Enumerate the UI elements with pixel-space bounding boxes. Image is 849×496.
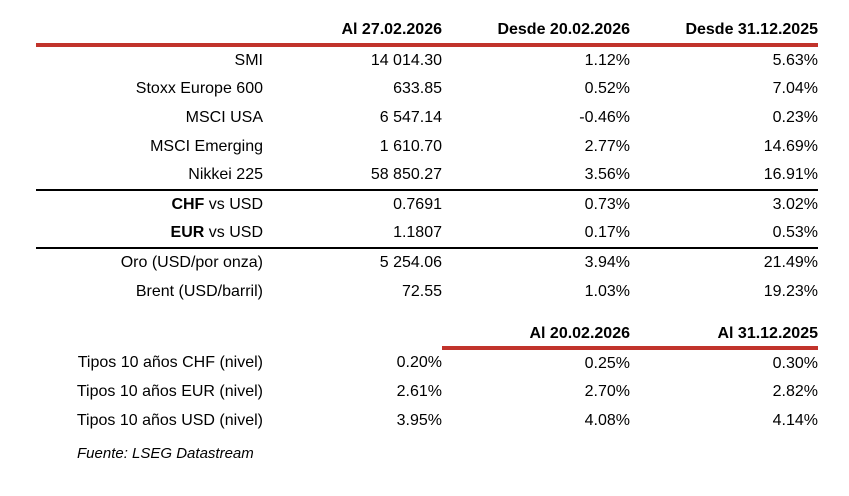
spacer-cell [36,306,818,322]
cell-value: 0.23% [772,108,818,126]
cell-value: 6 547.14 [379,108,442,126]
rates-header-row: Al 20.02.2026 Al 31.12.2025 [36,322,818,350]
cell-value: -0.46% [579,108,630,126]
row-label: Oro (USD/por onza) [36,248,263,277]
cell-value: 3.95% [396,411,442,429]
cell-value: 4.08% [584,411,630,429]
row-label: Stoxx Europe 600 [36,74,263,103]
row-label-text: Tipos 10 años CHF (nivel) [77,353,263,371]
row-label: Tipos 10 años CHF (nivel) [36,348,263,377]
cell-value: 2.70% [584,382,630,400]
cell-value: 7.04% [772,79,818,97]
cell-value: 3.02% [772,196,818,213]
cell-value: 0.7691 [393,196,442,213]
row-label-text: vs USD [204,224,263,241]
table-row: EUR vs USD 1.1807 0.17% 0.53% [36,219,818,249]
row-label: Nikkei 225 [36,161,263,191]
cell-value: 2.77% [584,137,630,155]
column-header-empty [36,16,263,47]
table-row: Stoxx Europe 600 633.85 0.52% 7.04% [36,74,818,103]
row-label-text: Tipos 10 años EUR (nivel) [76,382,263,400]
cell-value: 14.69% [763,137,818,155]
cell-value: 1 610.70 [379,137,442,155]
row-label-text: MSCI Emerging [150,137,263,155]
source-note: Fuente: LSEG Datastream [77,445,254,462]
row-label: Tipos 10 años EUR (nivel) [36,377,263,406]
cell-value: 0.30% [772,354,818,372]
market-overview: Al 27.02.2026 Desde 20.02.2026 Desde 31.… [36,16,818,462]
column-header-empty [263,322,442,348]
cell-value: 14 014.30 [370,51,442,69]
table-row: Oro (USD/por onza) 5 254.06 3.94% 21.49% [36,248,818,277]
cell-value: 16.91% [630,161,818,191]
table-row: Brent (USD/barril) 72.55 1.03% 19.23% [36,277,818,306]
row-label-text: Stoxx Europe 600 [135,79,263,97]
row-label-text: Tipos 10 años USD (nivel) [76,411,263,429]
table-row: CHF vs USD 0.7691 0.73% 3.02% [36,190,818,219]
table-row: Tipos 10 años USD (nivel) 3.95% 4.08% 4.… [36,406,818,435]
cell-value: 5.63% [772,51,818,69]
cell-value: 1.03% [584,282,630,300]
cell-value: 58 850.27 [263,161,442,191]
cell-value: 5 254.06 [379,254,442,271]
column-header-al-31-12-2025: Al 31.12.2025 [630,322,818,350]
spacer-row [36,306,818,322]
column-header-al-27-02-2026: Al 27.02.2026 [263,16,442,47]
cell-value: 633.85 [393,79,442,97]
cell-value: 0.73% [584,196,630,213]
column-header-desde-31-12-2025: Desde 31.12.2025 [630,16,818,47]
cell-value: 3.94% [584,254,630,271]
row-label-text: Nikkei 225 [188,166,263,183]
row-label-text: vs USD [204,196,263,213]
row-label-text: SMI [234,51,263,69]
cell-value: 0.53% [630,219,818,249]
row-label-text: Brent (USD/barril) [135,282,263,300]
cell-value: 72.55 [401,282,442,300]
row-label-text: MSCI USA [185,108,263,126]
row-label-text: Oro (USD/por onza) [120,254,263,271]
cell-value: 1.12% [584,51,630,69]
row-label: MSCI Emerging [36,132,263,161]
row-label: CHF vs USD [36,190,263,219]
market-data-table: Al 27.02.2026 Desde 20.02.2026 Desde 31.… [36,16,818,435]
column-header-desde-20-02-2026: Desde 20.02.2026 [442,16,630,47]
row-label: Tipos 10 años USD (nivel) [36,406,263,435]
row-label: SMI [36,45,263,74]
cell-value: 2.61% [396,382,442,400]
cell-value: 0.20% [396,353,442,371]
cell-value: 0.52% [584,79,630,97]
cell-value: 2.82% [772,382,818,400]
cell-value: 0.17% [442,219,630,249]
cell-value: 4.14% [772,411,818,429]
table-row: MSCI USA 6 547.14 -0.46% 0.23% [36,103,818,132]
row-label-bold: EUR [170,224,205,241]
table-row: Nikkei 225 58 850.27 3.56% 16.91% [36,161,818,191]
cell-value: 19.23% [763,282,818,300]
row-label: MSCI USA [36,103,263,132]
column-header-al-20-02-2026: Al 20.02.2026 [442,322,630,350]
column-header-empty [36,322,263,348]
cell-value: 0.25% [584,354,630,372]
table-header-row: Al 27.02.2026 Desde 20.02.2026 Desde 31.… [36,16,818,47]
table-row: Tipos 10 años EUR (nivel) 2.61% 2.70% 2.… [36,377,818,406]
row-label: EUR vs USD [36,219,263,249]
cell-value: 21.49% [763,254,818,271]
row-label-bold: CHF [171,196,205,213]
row-label: Brent (USD/barril) [36,277,263,306]
table-row: SMI 14 014.30 1.12% 5.63% [36,45,818,74]
table-row: MSCI Emerging 1 610.70 2.77% 14.69% [36,132,818,161]
cell-value: 3.56% [442,161,630,191]
cell-value: 1.1807 [263,219,442,249]
table-row: Tipos 10 años CHF (nivel) 0.20% 0.25% 0.… [36,348,818,377]
